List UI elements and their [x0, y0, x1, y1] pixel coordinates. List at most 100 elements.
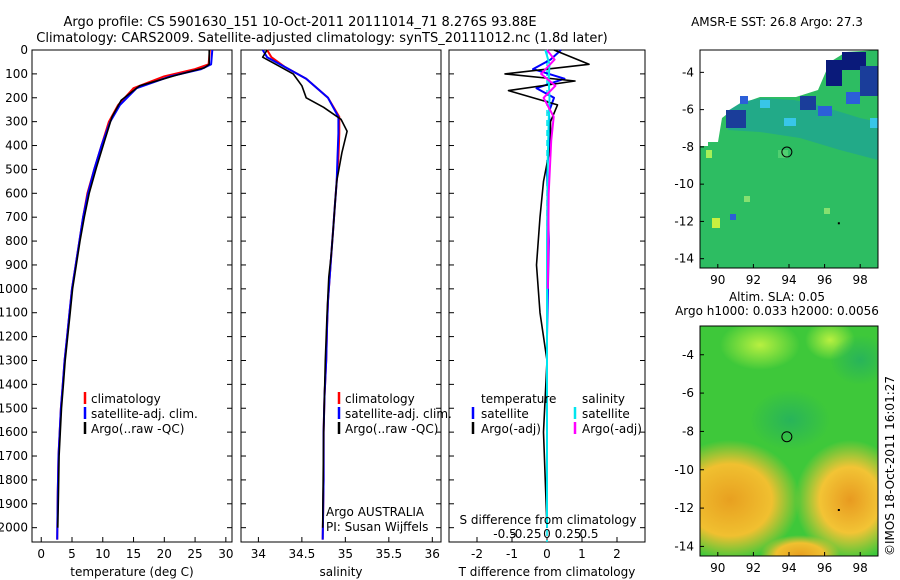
- difference-legend: temperature satellite Argo(-adj) salinit…: [471, 392, 642, 436]
- map-y-tick-label: -8: [682, 140, 694, 154]
- temperature-legend: climatology satellite-adj. clim. Argo(..…: [83, 392, 198, 436]
- x-tick-label: 20: [157, 547, 172, 561]
- legend-label-climatology: climatology: [91, 392, 161, 406]
- map-y-tick-label: -8: [682, 424, 694, 438]
- sst-map-marks: [781, 146, 840, 225]
- x-tick-label: 0: [543, 547, 551, 561]
- sla-map-title: Altim. SLA: 0.05: [729, 290, 825, 304]
- map-y-tick-label: -10: [674, 177, 694, 191]
- map-y-tick-label: -4: [682, 65, 694, 79]
- y-tick-label: 700: [5, 210, 28, 224]
- y-tick-label: 1000: [0, 282, 28, 296]
- map-x-tick-label: 92: [746, 561, 761, 575]
- x-tick-label: 35: [338, 547, 353, 561]
- series-line-2: [544, 49, 551, 528]
- y-tick-label: 0: [20, 43, 28, 57]
- x-tick-label: 30: [218, 547, 233, 561]
- y-tick-label: 400: [5, 139, 28, 153]
- y-tick-label: 1300: [0, 353, 28, 367]
- top-tick-label: -0.5: [493, 527, 516, 541]
- temperature-plot-frame: [31, 49, 233, 543]
- x-tick-label: -2: [471, 547, 483, 561]
- figure-title-line2: Climatology: CARS2009. Satellite-adjuste…: [36, 31, 608, 46]
- sla-map-axes: 90 92 94 96 98 -4 -6 -8 -10 -12 -14: [674, 348, 867, 575]
- map-y-tick-label: -6: [682, 103, 694, 117]
- y-tick-label: 900: [5, 258, 28, 272]
- sst-map-image: [700, 50, 878, 268]
- legend-heading-salinity: salinity: [582, 392, 625, 406]
- map-x-tick-label: 96: [817, 561, 832, 575]
- series-line-2: [261, 49, 348, 528]
- y-tick-label: 1500: [0, 401, 28, 415]
- sla-map-marks: [781, 431, 840, 511]
- legend-label-sal-argo: Argo(-adj): [582, 422, 642, 436]
- legend-label-satellite-adj: satellite-adj. clim.: [345, 407, 452, 421]
- argo-country-note: Argo AUSTRALIA: [326, 505, 425, 519]
- temperature-axes: 0 5 10 15 20 25 300100200300400500600700800900…: [0, 43, 233, 561]
- imos-stamp: ©IMOS 18-Oct-2011 16:01:27: [883, 376, 897, 556]
- difference-series: [504, 49, 590, 528]
- point-marker: [837, 509, 840, 511]
- map-y-tick-label: -6: [682, 386, 694, 400]
- y-tick-label: 800: [5, 234, 28, 248]
- map-y-tick-label: -14: [674, 539, 694, 553]
- y-tick-label: 300: [5, 115, 28, 129]
- y-tick-label: 1400: [0, 377, 28, 391]
- map-y-tick-label: -4: [682, 348, 694, 362]
- sla-map-subtitle: Argo h1000: 0.033 h2000: 0.0056: [675, 304, 879, 318]
- x-tick-label: -1: [506, 547, 518, 561]
- map-y-tick-label: -12: [674, 501, 694, 515]
- x-tick-label: 0: [37, 547, 45, 561]
- legend-label-argo: Argo(..raw -QC): [345, 422, 438, 436]
- legend-label-temp-satellite: satellite: [481, 407, 529, 421]
- salinity-axes: 34 34.5 35 35.5 36: [241, 49, 441, 561]
- top-tick-label: 0.25: [555, 527, 582, 541]
- y-tick-label: 600: [5, 186, 28, 200]
- pi-note: PI: Susan Wijffels: [326, 520, 428, 534]
- map-y-tick-label: -14: [674, 252, 694, 266]
- legend-label-climatology: climatology: [345, 392, 415, 406]
- map-x-tick-label: 96: [817, 273, 832, 287]
- x-tick-label: 34: [251, 547, 266, 561]
- y-tick-label: 1600: [0, 425, 28, 439]
- x-tick-label: 25: [187, 547, 202, 561]
- map-x-tick-label: 94: [781, 273, 796, 287]
- x-tick-label: 36: [425, 547, 440, 561]
- sla-map-image: [700, 326, 878, 556]
- map-x-tick-label: 98: [853, 273, 868, 287]
- salinity-plot-frame: [240, 49, 442, 543]
- series-line-2: [57, 50, 210, 528]
- salinity-legend: climatology satellite-adj. clim. Argo(..…: [337, 392, 452, 436]
- x-tick-label: 10: [95, 547, 110, 561]
- y-tick-label: 1700: [0, 449, 28, 463]
- y-tick-label: 200: [5, 91, 28, 105]
- difference-xlabel: T difference from climatology: [458, 565, 636, 579]
- y-tick-label: 1200: [0, 330, 28, 344]
- map-y-tick-label: -10: [674, 463, 694, 477]
- argo-position-marker: [781, 431, 793, 443]
- salinity-xlabel: salinity: [319, 565, 362, 579]
- temperature-series: [56, 49, 214, 540]
- legend-heading-temperature: temperature: [481, 392, 556, 406]
- difference-top-xlabel: S difference from climatology: [460, 513, 637, 527]
- legend-label-satellite-adj: satellite-adj. clim.: [91, 407, 198, 421]
- map-x-tick-label: 94: [781, 561, 796, 575]
- sst-map-title: AMSR-E SST: 26.8 Argo: 27.3: [691, 15, 863, 29]
- series-line-3: [540, 49, 557, 289]
- x-tick-label: 35.5: [375, 547, 402, 561]
- point-marker: [837, 222, 840, 225]
- y-tick-label: 500: [5, 162, 28, 176]
- y-tick-label: 100: [5, 67, 28, 81]
- sst-map-axes: 90 92 94 96 98 -4 -6 -8 -10 -12 -14: [674, 65, 867, 287]
- salinity-series: [261, 49, 348, 540]
- y-tick-label: 1100: [0, 306, 28, 320]
- map-x-tick-label: 90: [710, 273, 725, 287]
- x-tick-label: 15: [126, 547, 141, 561]
- temperature-xlabel: temperature (deg C): [70, 565, 193, 579]
- legend-label-temp-argo: Argo(-adj): [481, 422, 541, 436]
- x-tick-label: 1: [578, 547, 586, 561]
- map-x-tick-label: 92: [746, 273, 761, 287]
- map-x-tick-label: 98: [853, 561, 868, 575]
- x-tick-label: 34.5: [289, 547, 316, 561]
